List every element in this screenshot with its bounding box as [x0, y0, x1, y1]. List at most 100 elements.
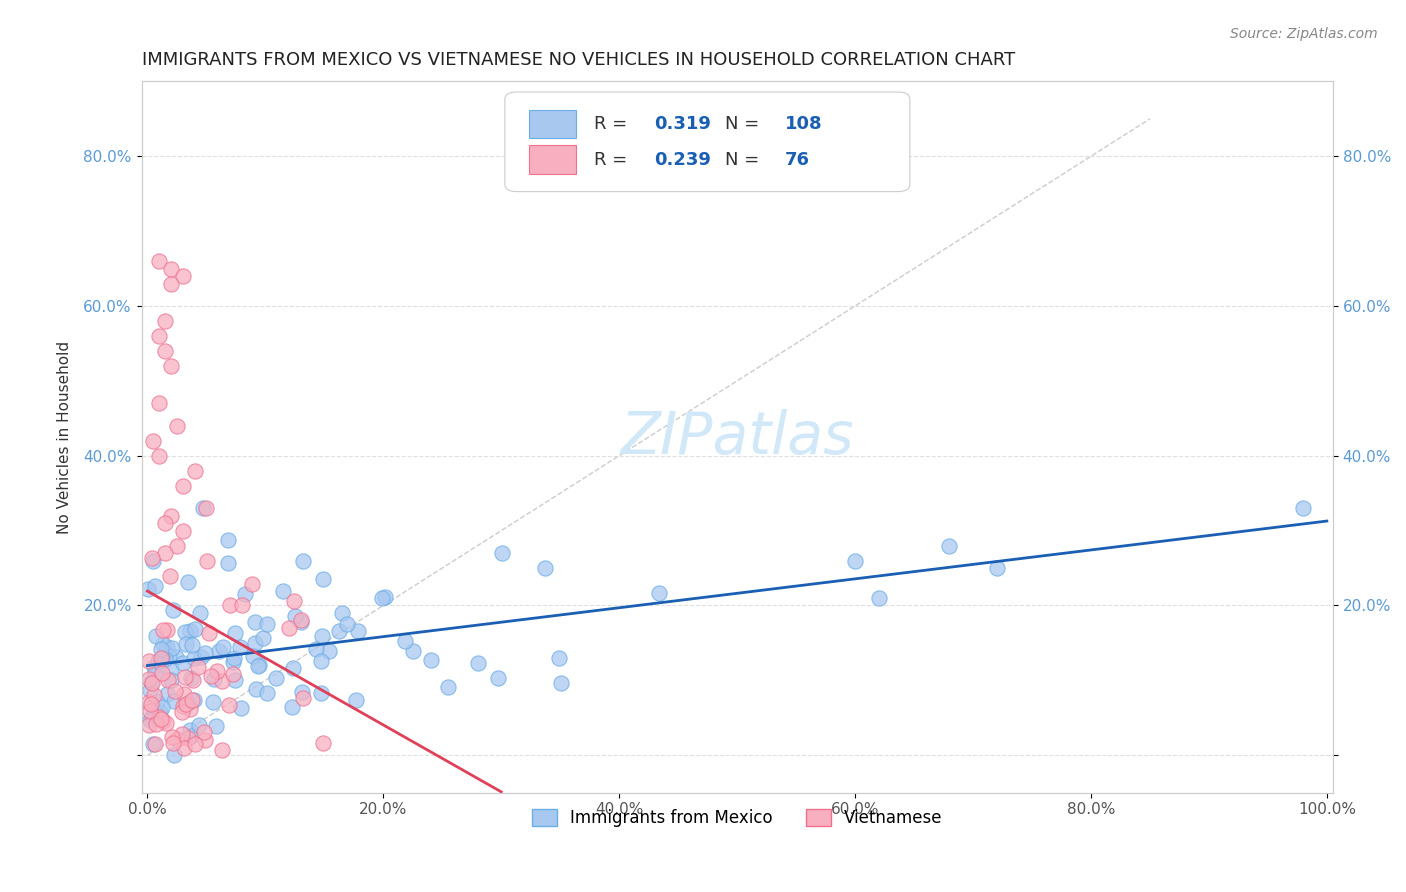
- Vietnamese: [160, 261, 183, 276]
- Text: IMMIGRANTS FROM MEXICO VS VIETNAMESE NO VEHICLES IN HOUSEHOLD CORRELATION CHART: IMMIGRANTS FROM MEXICO VS VIETNAMESE NO …: [142, 51, 1015, 69]
- Vietnamese: [148, 329, 170, 343]
- Immigrants from Mexico: [181, 638, 204, 652]
- Vietnamese: [290, 614, 312, 628]
- Immigrants from Mexico: [228, 640, 250, 654]
- Immigrants from Mexico: [243, 636, 266, 650]
- Text: Source: ZipAtlas.com: Source: ZipAtlas.com: [1230, 27, 1378, 41]
- Vietnamese: [211, 674, 233, 689]
- Immigrants from Mexico: [224, 673, 246, 687]
- Immigrants from Mexico: [437, 681, 460, 695]
- Immigrants from Mexico: [202, 695, 225, 709]
- Immigrants from Mexico: [163, 748, 186, 763]
- Vietnamese: [205, 664, 228, 678]
- Immigrants from Mexico: [486, 671, 509, 685]
- Vietnamese: [183, 464, 205, 478]
- Text: 0.319: 0.319: [654, 115, 710, 133]
- Immigrants from Mexico: [194, 646, 217, 660]
- Vietnamese: [174, 670, 197, 684]
- Vietnamese: [179, 701, 201, 715]
- Text: R =: R =: [595, 115, 633, 133]
- Immigrants from Mexico: [242, 648, 264, 663]
- Vietnamese: [138, 672, 160, 686]
- Immigrants from Mexico: [247, 657, 270, 672]
- Immigrants from Mexico: [336, 617, 359, 632]
- Vietnamese: [183, 673, 205, 688]
- Immigrants from Mexico: [156, 640, 179, 654]
- Immigrants from Mexico: [402, 644, 425, 658]
- Text: N =: N =: [725, 151, 765, 169]
- Vietnamese: [160, 731, 183, 745]
- Immigrants from Mexico: [150, 700, 173, 714]
- Immigrants from Mexico: [374, 590, 396, 604]
- Vietnamese: [153, 314, 176, 328]
- Vietnamese: [193, 725, 215, 739]
- Immigrants from Mexico: [256, 617, 278, 632]
- Immigrants from Mexico: [145, 695, 167, 709]
- Text: 108: 108: [785, 115, 823, 133]
- Immigrants from Mexico: [148, 705, 170, 719]
- Text: 76: 76: [785, 151, 810, 169]
- FancyBboxPatch shape: [505, 92, 910, 192]
- Vietnamese: [184, 737, 207, 751]
- Vietnamese: [145, 717, 167, 731]
- Immigrants from Mexico: [190, 650, 212, 665]
- Immigrants from Mexico: [264, 671, 287, 685]
- Immigrants from Mexico: [184, 622, 207, 636]
- Immigrants from Mexico: [217, 556, 239, 570]
- Vietnamese: [162, 736, 184, 750]
- Text: 0.239: 0.239: [654, 151, 710, 169]
- Immigrants from Mexico: [139, 682, 162, 697]
- Immigrants from Mexico: [160, 662, 183, 676]
- Immigrants from Mexico: [145, 629, 167, 643]
- Vietnamese: [163, 684, 186, 698]
- Vietnamese: [160, 277, 183, 291]
- Immigrants from Mexico: [344, 693, 367, 707]
- Immigrants from Mexico: [647, 586, 669, 600]
- Vietnamese: [141, 676, 163, 690]
- Vietnamese: [172, 727, 194, 741]
- Immigrants from Mexico: [217, 533, 239, 547]
- Immigrants from Mexico: [245, 682, 267, 697]
- Vietnamese: [139, 704, 162, 718]
- Legend: Immigrants from Mexico, Vietnamese: Immigrants from Mexico, Vietnamese: [524, 803, 949, 834]
- Vietnamese: [172, 478, 194, 492]
- Vietnamese: [150, 665, 173, 680]
- Immigrants from Mexico: [318, 644, 340, 658]
- Immigrants from Mexico: [222, 650, 245, 665]
- Immigrants from Mexico: [243, 615, 266, 629]
- Immigrants from Mexico: [550, 675, 572, 690]
- Immigrants from Mexico: [141, 709, 163, 723]
- Vietnamese: [197, 626, 219, 640]
- Immigrants from Mexico: [136, 582, 159, 596]
- Immigrants from Mexico: [312, 572, 335, 586]
- Immigrants from Mexico: [162, 603, 184, 617]
- Vietnamese: [138, 695, 160, 709]
- Vietnamese: [142, 688, 165, 702]
- Vietnamese: [138, 718, 160, 732]
- Vietnamese: [142, 434, 165, 448]
- Vietnamese: [218, 698, 240, 713]
- Immigrants from Mexico: [179, 624, 201, 639]
- Vietnamese: [153, 546, 176, 560]
- Immigrants from Mexico: [153, 645, 176, 659]
- Vietnamese: [211, 743, 233, 757]
- Vietnamese: [159, 569, 181, 583]
- Vietnamese: [156, 623, 179, 637]
- Vietnamese: [148, 396, 170, 410]
- Vietnamese: [148, 449, 170, 463]
- Immigrants from Mexico: [148, 654, 170, 668]
- Immigrants from Mexico: [868, 591, 890, 605]
- Immigrants from Mexico: [371, 591, 394, 605]
- Immigrants from Mexico: [291, 553, 314, 567]
- Immigrants from Mexico: [534, 560, 557, 574]
- Vietnamese: [152, 623, 174, 637]
- Vietnamese: [166, 731, 188, 746]
- Immigrants from Mexico: [179, 723, 201, 738]
- Immigrants from Mexico: [328, 624, 350, 639]
- Immigrants from Mexico: [141, 675, 163, 690]
- Immigrants from Mexico: [394, 634, 416, 648]
- Vietnamese: [157, 673, 180, 687]
- Immigrants from Mexico: [152, 651, 174, 665]
- Text: ZIPatlas: ZIPatlas: [620, 409, 853, 466]
- Immigrants from Mexico: [143, 666, 166, 681]
